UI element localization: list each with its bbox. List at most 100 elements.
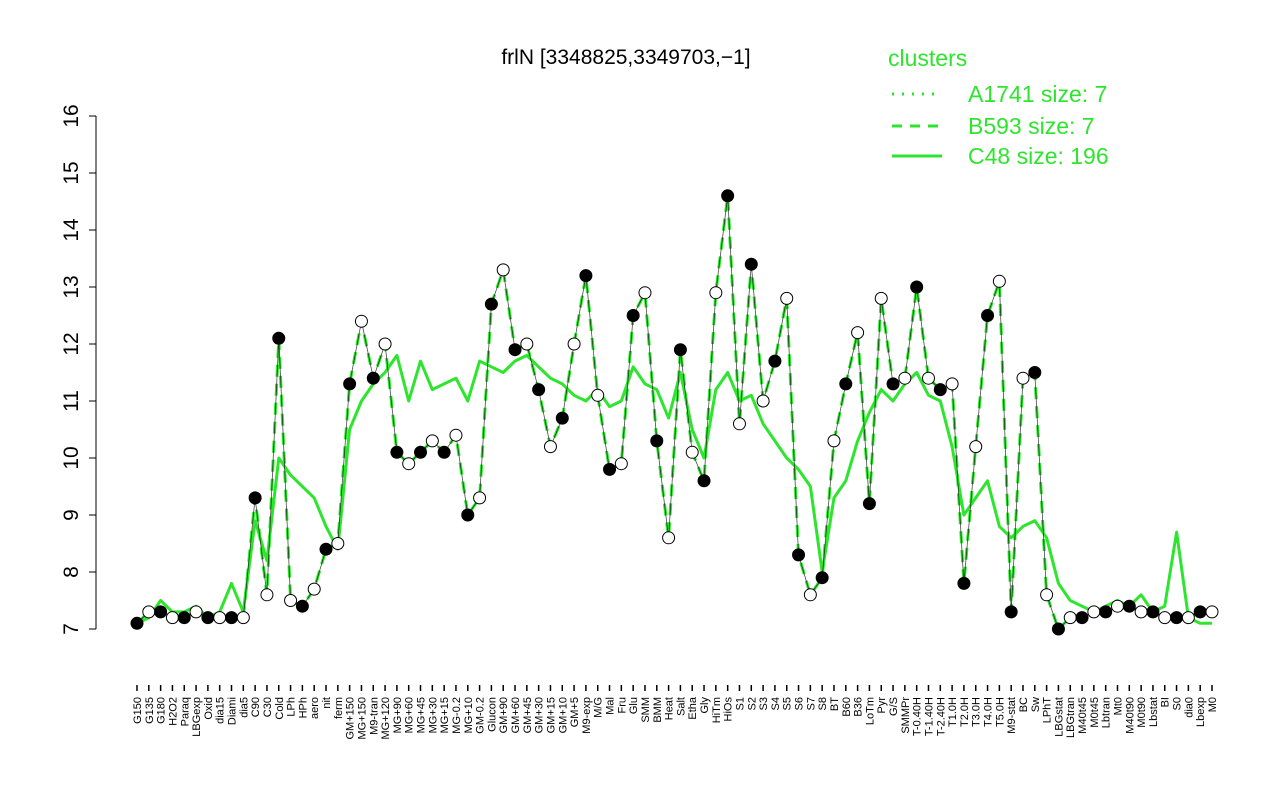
x-tick-label: S4 xyxy=(770,697,782,710)
x-axis: G150 G135 G180 H2O2 Paraq LBGexp Oxid dia15 Diam… xyxy=(132,685,1219,740)
x-tick-label: GM+15 xyxy=(545,697,557,733)
x-tick-label: MG+150 xyxy=(356,697,368,740)
data-point xyxy=(839,377,853,391)
data-point xyxy=(425,434,439,448)
y-tick-label: 12 xyxy=(60,332,83,355)
x-tick-label: T1.0H xyxy=(947,697,959,727)
series-connector xyxy=(136,195,1212,630)
x-tick-label: Pyr xyxy=(876,697,888,714)
x-tick-label: LBGtran xyxy=(1065,697,1077,738)
data-point xyxy=(1193,605,1207,619)
x-tick-label: M9-tran xyxy=(368,697,380,735)
data-point xyxy=(721,189,735,203)
x-tick-label: M0t90 xyxy=(1136,697,1148,728)
data-point xyxy=(213,611,227,625)
x-tick-label: Glucon xyxy=(486,697,498,732)
data-point xyxy=(697,474,711,488)
data-point xyxy=(1063,611,1077,625)
x-tick-label: GM+90 xyxy=(498,697,510,733)
x-tick-label: Paraq xyxy=(179,697,191,726)
data-point xyxy=(130,616,144,630)
x-tick-label: nit xyxy=(321,697,333,709)
x-tick-label: MG+120 xyxy=(380,697,392,740)
x-tick-label: GM+150 xyxy=(345,697,357,740)
legend: clusters A1741 size: 7 B593 size: 7 C48 … xyxy=(888,45,1109,169)
x-tick-label: Fru xyxy=(616,697,628,714)
x-tick-label: MG-0.2 xyxy=(451,697,463,734)
connector-layer xyxy=(136,195,1212,630)
data-point xyxy=(638,286,652,300)
y-tick-label: 11 xyxy=(60,390,83,412)
x-tick-label: ferm xyxy=(333,697,345,719)
data-point xyxy=(792,548,806,562)
data-point xyxy=(520,337,534,351)
x-tick-label: H2O2 xyxy=(167,697,179,726)
chart-title: frlN [3348825,3349703,−1] xyxy=(501,46,750,69)
series-layer xyxy=(135,194,1212,631)
y-tick-label: 10 xyxy=(60,446,83,469)
x-tick-label: GM+10 xyxy=(557,697,569,733)
data-point xyxy=(603,462,617,476)
x-tick-label: LBGstat xyxy=(1053,697,1065,737)
data-point xyxy=(295,599,309,613)
data-point xyxy=(862,497,876,511)
x-tick-label: MG+15 xyxy=(439,697,451,733)
data-point xyxy=(414,445,428,459)
x-tick-label: T-1.40H xyxy=(923,697,935,736)
data-point xyxy=(508,343,522,357)
data-point xyxy=(591,388,605,402)
x-tick-label: dia0 xyxy=(1183,697,1195,718)
data-point xyxy=(886,377,900,391)
data-point xyxy=(614,457,628,471)
x-tick-label: S1 xyxy=(734,697,746,710)
data-point xyxy=(1181,611,1195,625)
data-point xyxy=(225,611,239,625)
x-tick-label: Diami xyxy=(227,697,239,725)
x-tick-label: LPh xyxy=(286,697,298,717)
data-point xyxy=(732,417,746,431)
x-tick-label: T4.0H xyxy=(983,697,995,727)
data-point xyxy=(189,605,203,619)
x-tick-label: M9-exp xyxy=(581,697,593,734)
y-tick-label: 15 xyxy=(60,161,83,184)
x-tick-label: BC xyxy=(1018,697,1030,712)
x-tick-label: GM+60 xyxy=(510,697,522,733)
x-tick-label: S7 xyxy=(805,697,817,710)
y-tick-label: 7 xyxy=(60,623,83,635)
legend-label-c48: C48 size: 196 xyxy=(968,143,1109,169)
data-point xyxy=(957,576,971,590)
x-tick-label: LoTm xyxy=(864,697,876,725)
x-tick-label: MG+60 xyxy=(404,697,416,733)
data-point xyxy=(874,291,888,305)
x-tick-label: Sw xyxy=(1030,697,1042,712)
y-tick-label: 14 xyxy=(60,218,83,242)
points-layer xyxy=(130,189,1219,636)
x-tick-label: MG+45 xyxy=(416,697,428,733)
data-point xyxy=(898,371,912,385)
x-tick-label: T5.0H xyxy=(994,697,1006,727)
x-tick-label: BMM xyxy=(652,697,664,723)
data-point xyxy=(756,394,770,408)
x-tick-label: Mal xyxy=(605,697,617,715)
data-point xyxy=(933,383,947,397)
data-point xyxy=(177,611,191,625)
data-point xyxy=(1040,588,1054,602)
data-point xyxy=(484,297,498,311)
data-point xyxy=(260,588,274,602)
x-tick-label: G/S xyxy=(888,697,900,716)
y-tick-label: 13 xyxy=(60,275,83,298)
x-tick-label: S8 xyxy=(817,697,829,710)
data-point xyxy=(142,605,156,619)
x-tick-label: Etha xyxy=(687,696,699,720)
data-point xyxy=(685,445,699,459)
data-point xyxy=(331,537,345,550)
data-point xyxy=(827,434,841,448)
x-tick-label: S5 xyxy=(782,697,794,710)
x-tick-label: Glu xyxy=(628,697,640,714)
data-point xyxy=(1075,611,1089,625)
data-point xyxy=(201,611,215,625)
data-point xyxy=(1134,605,1148,619)
x-tick-label: Mt0 xyxy=(1112,697,1124,715)
x-tick-label: LPhT xyxy=(1042,697,1054,724)
data-point xyxy=(709,286,723,300)
